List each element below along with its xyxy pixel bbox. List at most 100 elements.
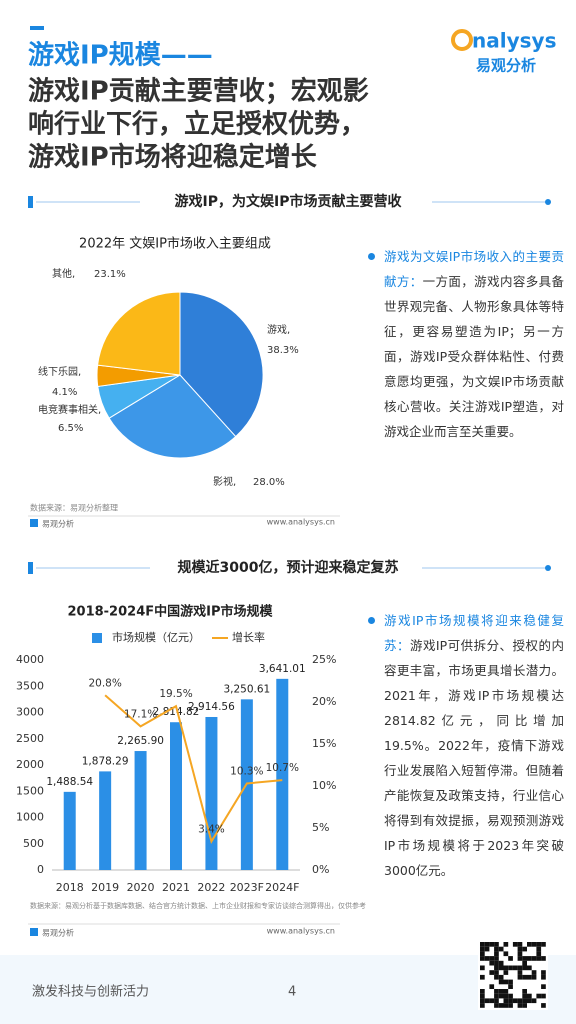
qr-cell — [494, 1003, 499, 1008]
section-dot — [545, 565, 551, 571]
qr-cell — [527, 974, 532, 980]
qr-cell — [494, 951, 499, 957]
qr-cell — [498, 946, 504, 952]
qr-cell — [484, 946, 490, 952]
qr-cell — [517, 951, 523, 957]
bar-label: 1,488.54 — [46, 776, 93, 788]
qr-cell — [489, 984, 495, 989]
qr-cell — [498, 974, 504, 980]
qr-cell — [498, 965, 504, 971]
qr-cell — [517, 956, 523, 961]
qr-cell — [522, 960, 527, 966]
qr-cell — [522, 946, 527, 952]
qr-cell — [494, 998, 499, 1004]
x-tick-label: 2020 — [127, 881, 155, 894]
qr-cell — [517, 970, 523, 975]
qr-cell — [541, 984, 546, 989]
qr-cell — [498, 979, 504, 985]
slice-value: 23.1% — [94, 269, 126, 280]
qr-cell — [494, 970, 499, 975]
slice-label: 游戏, — [267, 323, 290, 336]
qr-cell — [494, 989, 499, 994]
section-dot — [545, 199, 551, 205]
section-heading: 规模近3000亿，预计迎来稳定复苏 — [178, 559, 399, 576]
qr-cell — [541, 942, 546, 947]
bullet-body: 游戏IP可供拆分、授权的内容更丰富，市场更具增长潜力。2021年，游戏IP市场规… — [384, 638, 564, 878]
qr-cell — [531, 956, 537, 961]
qr-cell — [489, 956, 495, 961]
qr-cell — [480, 989, 485, 994]
y-tick-label: 0 — [37, 863, 44, 876]
qr-cell — [503, 965, 509, 971]
qr-cell — [522, 993, 527, 999]
qr-cell — [527, 993, 532, 999]
x-tick-label: 2019 — [91, 881, 119, 894]
qr-cell — [512, 998, 518, 1004]
pie-slice — [179, 291, 264, 438]
qr-cell — [489, 942, 495, 947]
qr-cell — [503, 942, 509, 947]
qr-cell — [489, 970, 495, 975]
slogan: 激发科技与创新活力 — [32, 984, 149, 1000]
qr-cell — [484, 956, 490, 961]
bar-label: 1,878.29 — [82, 755, 129, 767]
qr-cell — [522, 1003, 527, 1008]
y-tick-label: 2000 — [16, 758, 44, 771]
qr-cell — [541, 970, 546, 975]
qr-cell — [508, 979, 513, 985]
qr-cell — [503, 970, 509, 975]
y-tick-label: 3000 — [16, 706, 44, 719]
section-heading: 游戏IP，为文娱IP市场贡献主要营收 — [175, 193, 403, 210]
qr-cell — [484, 942, 490, 947]
qr-cell — [522, 956, 527, 961]
qr-cell — [531, 998, 537, 1004]
qr-cell — [480, 993, 485, 999]
logo-text: nalysys — [472, 29, 556, 53]
qr-cell — [480, 1003, 485, 1008]
qr-cell — [536, 942, 542, 947]
bullet-body: 一方面，游戏内容多具备世界观完备、人物形象具体等特征，更容易塑造为IP；另一方面… — [384, 274, 564, 439]
slice-label: 影视, — [213, 475, 236, 488]
website: www.analysys.cn — [267, 927, 335, 936]
qr-cell — [508, 1003, 513, 1008]
qr-cell — [494, 965, 499, 971]
slice-value: 38.3% — [267, 345, 299, 356]
line-label: 20.8% — [88, 677, 121, 689]
qr-cell — [503, 979, 509, 985]
qr-cell — [480, 974, 485, 980]
bar-label: 2,265.90 — [117, 735, 164, 747]
y-tick-label: 1000 — [16, 811, 44, 824]
qr-cell — [508, 998, 513, 1004]
qr-cell — [517, 965, 523, 971]
y2-tick-label: 25% — [312, 653, 336, 666]
qr-cell — [498, 993, 504, 999]
qr-cell — [541, 956, 546, 961]
qr-cell — [494, 946, 499, 952]
slice-value: 4.1% — [52, 387, 77, 398]
qr-cell — [522, 989, 527, 994]
qr-cell — [517, 998, 523, 1004]
section-accent — [28, 196, 33, 208]
bar — [205, 716, 218, 870]
growth-line — [104, 694, 283, 844]
website: www.analysys.cn — [267, 518, 335, 527]
bar-label: 3,250.61 — [223, 683, 270, 695]
qr-cell — [503, 989, 509, 994]
copyright: 易观分析 — [42, 519, 74, 529]
bar — [276, 678, 289, 870]
qr-code — [478, 940, 548, 1010]
line-label: 10.7% — [266, 762, 299, 774]
pie-slice — [97, 291, 181, 376]
qr-cell — [480, 965, 485, 971]
qr-cell — [536, 956, 542, 961]
legend-swatch — [92, 633, 102, 643]
y2-tick-label: 15% — [312, 737, 336, 750]
line-label: 10.3% — [230, 765, 263, 777]
qr-cell — [480, 942, 485, 947]
slice-value: 6.5% — [58, 423, 83, 434]
pie-slice — [108, 374, 237, 459]
qr-cell — [503, 998, 509, 1004]
qr-cell — [508, 984, 513, 989]
qr-cell — [498, 989, 504, 994]
x-tick-label: 2018 — [56, 881, 84, 894]
